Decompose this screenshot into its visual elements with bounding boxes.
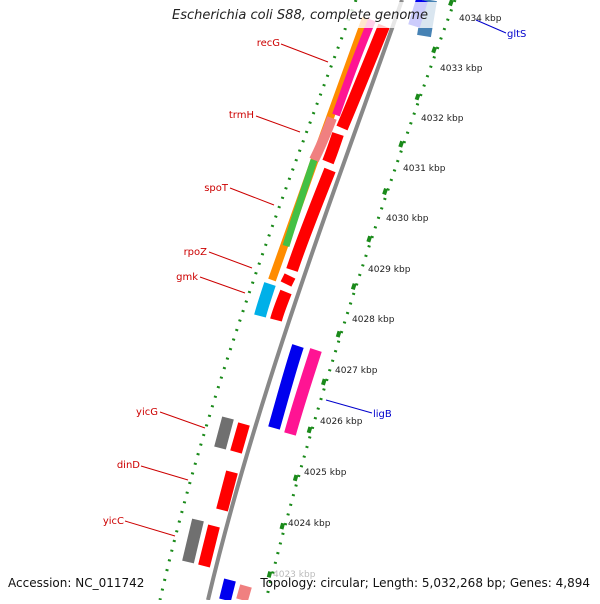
cds-block-yicC-red <box>198 524 220 568</box>
outer-tick-ring <box>158 0 358 601</box>
track-pink <box>309 116 337 163</box>
cds-block-recG <box>336 23 390 131</box>
gene-label-rpoZ[interactable]: rpoZ <box>184 247 208 258</box>
label-leader-lines <box>124 19 507 537</box>
scale-label: 4025 kbp <box>304 468 347 478</box>
gene-label-ligB[interactable]: ligB <box>373 409 392 420</box>
scale-label: 4023 kbp <box>273 570 316 580</box>
scale-label: 4034 kbp <box>459 14 502 24</box>
gene-label-yicC[interactable]: yicC <box>103 516 124 527</box>
scale-label: 4032 kbp <box>421 114 464 124</box>
title-backdrop <box>170 2 440 28</box>
gene-label-gltS[interactable]: gltS <box>507 29 526 40</box>
gene-label-spoT[interactable]: spoT <box>204 183 229 194</box>
scale-label: 4028 kbp <box>352 315 395 325</box>
gene-label-yicG[interactable]: yicG <box>136 407 158 418</box>
cds-block-yicC-gray <box>182 518 204 564</box>
scale-label: 4030 kbp <box>386 214 429 224</box>
gene-label-gmk[interactable]: gmk <box>176 272 198 283</box>
cds-block-rpoZ <box>280 273 296 287</box>
cds-block-gmk <box>270 289 292 322</box>
cds-block-bottom-blue <box>219 578 236 602</box>
backbone-line <box>206 0 404 601</box>
scale-label: 4024 kbp <box>288 519 331 529</box>
track-green <box>282 158 318 248</box>
scale-label: 4033 kbp <box>440 64 483 74</box>
gene-label-dinD[interactable]: dinD <box>117 460 140 471</box>
cds-block-spoT <box>286 167 336 272</box>
scale-label: 4029 kbp <box>368 265 411 275</box>
accession-text: Accession: NC_011742 <box>8 576 145 590</box>
gene-label-trmH[interactable]: trmH <box>229 110 254 121</box>
scale-label: 4031 kbp <box>403 164 446 174</box>
track-cyan <box>254 282 276 318</box>
scale-label: 4026 kbp <box>320 417 363 427</box>
cds-block-yicG-red <box>230 422 250 454</box>
cds-block-ligB-magenta <box>284 348 322 436</box>
cds-block-trmH <box>322 132 344 165</box>
cds-block-yicG-gray <box>214 416 234 450</box>
cds-block-bottom-pink <box>236 584 252 602</box>
genome-summary-text: Topology: circular; Length: 5,032,268 bp… <box>260 576 590 590</box>
gene-label-recG[interactable]: recG <box>257 38 280 49</box>
cds-block-ligB-blue <box>268 344 304 430</box>
cds-block-dinD <box>216 470 238 512</box>
scale-label: 4027 kbp <box>335 366 378 376</box>
track-magenta <box>332 18 376 117</box>
